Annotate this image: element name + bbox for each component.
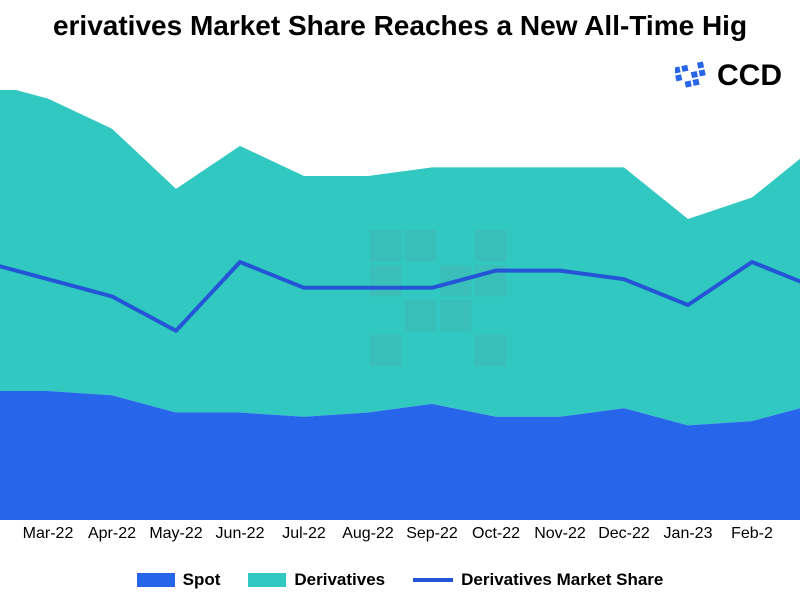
legend-label: Derivatives Market Share — [461, 570, 663, 590]
x-tick-label: May-22 — [149, 525, 202, 543]
x-tick-label: Apr-22 — [88, 525, 136, 543]
legend-swatch — [137, 573, 175, 587]
logo-text: CCD — [717, 59, 782, 93]
x-tick-label: Mar-22 — [23, 525, 74, 543]
chart-title: erivatives Market Share Reaches a New Al… — [0, 10, 800, 42]
x-axis: Mar-22 Apr-22 May-22 Jun-22 Jul-22 Aug-22 Sep-… — [0, 525, 800, 555]
legend-swatch — [248, 573, 286, 587]
x-tick-label: Feb-2 — [731, 525, 773, 543]
x-tick-label: Oct-22 — [472, 525, 520, 543]
chart-container: erivatives Market Share Reaches a New Al… — [0, 0, 800, 600]
legend-line-swatch — [413, 578, 453, 582]
x-tick-label: Jun-22 — [216, 525, 265, 543]
x-tick-label: Sep-22 — [406, 525, 458, 543]
x-tick-label: Jul-22 — [282, 525, 326, 543]
legend-item: Derivatives Market Share — [413, 570, 663, 590]
legend-label: Spot — [183, 570, 221, 590]
legend-item: Derivatives — [248, 570, 385, 590]
chart-plot — [0, 90, 800, 520]
legend-item: Spot — [137, 570, 221, 590]
logo-icon — [675, 58, 709, 93]
x-tick-label: Dec-22 — [598, 525, 650, 543]
legend: Spot Derivatives Derivatives Market Share — [0, 570, 800, 590]
x-tick-label: Aug-22 — [342, 525, 394, 543]
x-tick-label: Jan-23 — [664, 525, 713, 543]
brand-logo: CCD — [675, 58, 782, 93]
x-tick-label: Nov-22 — [534, 525, 586, 543]
legend-label: Derivatives — [294, 570, 385, 590]
